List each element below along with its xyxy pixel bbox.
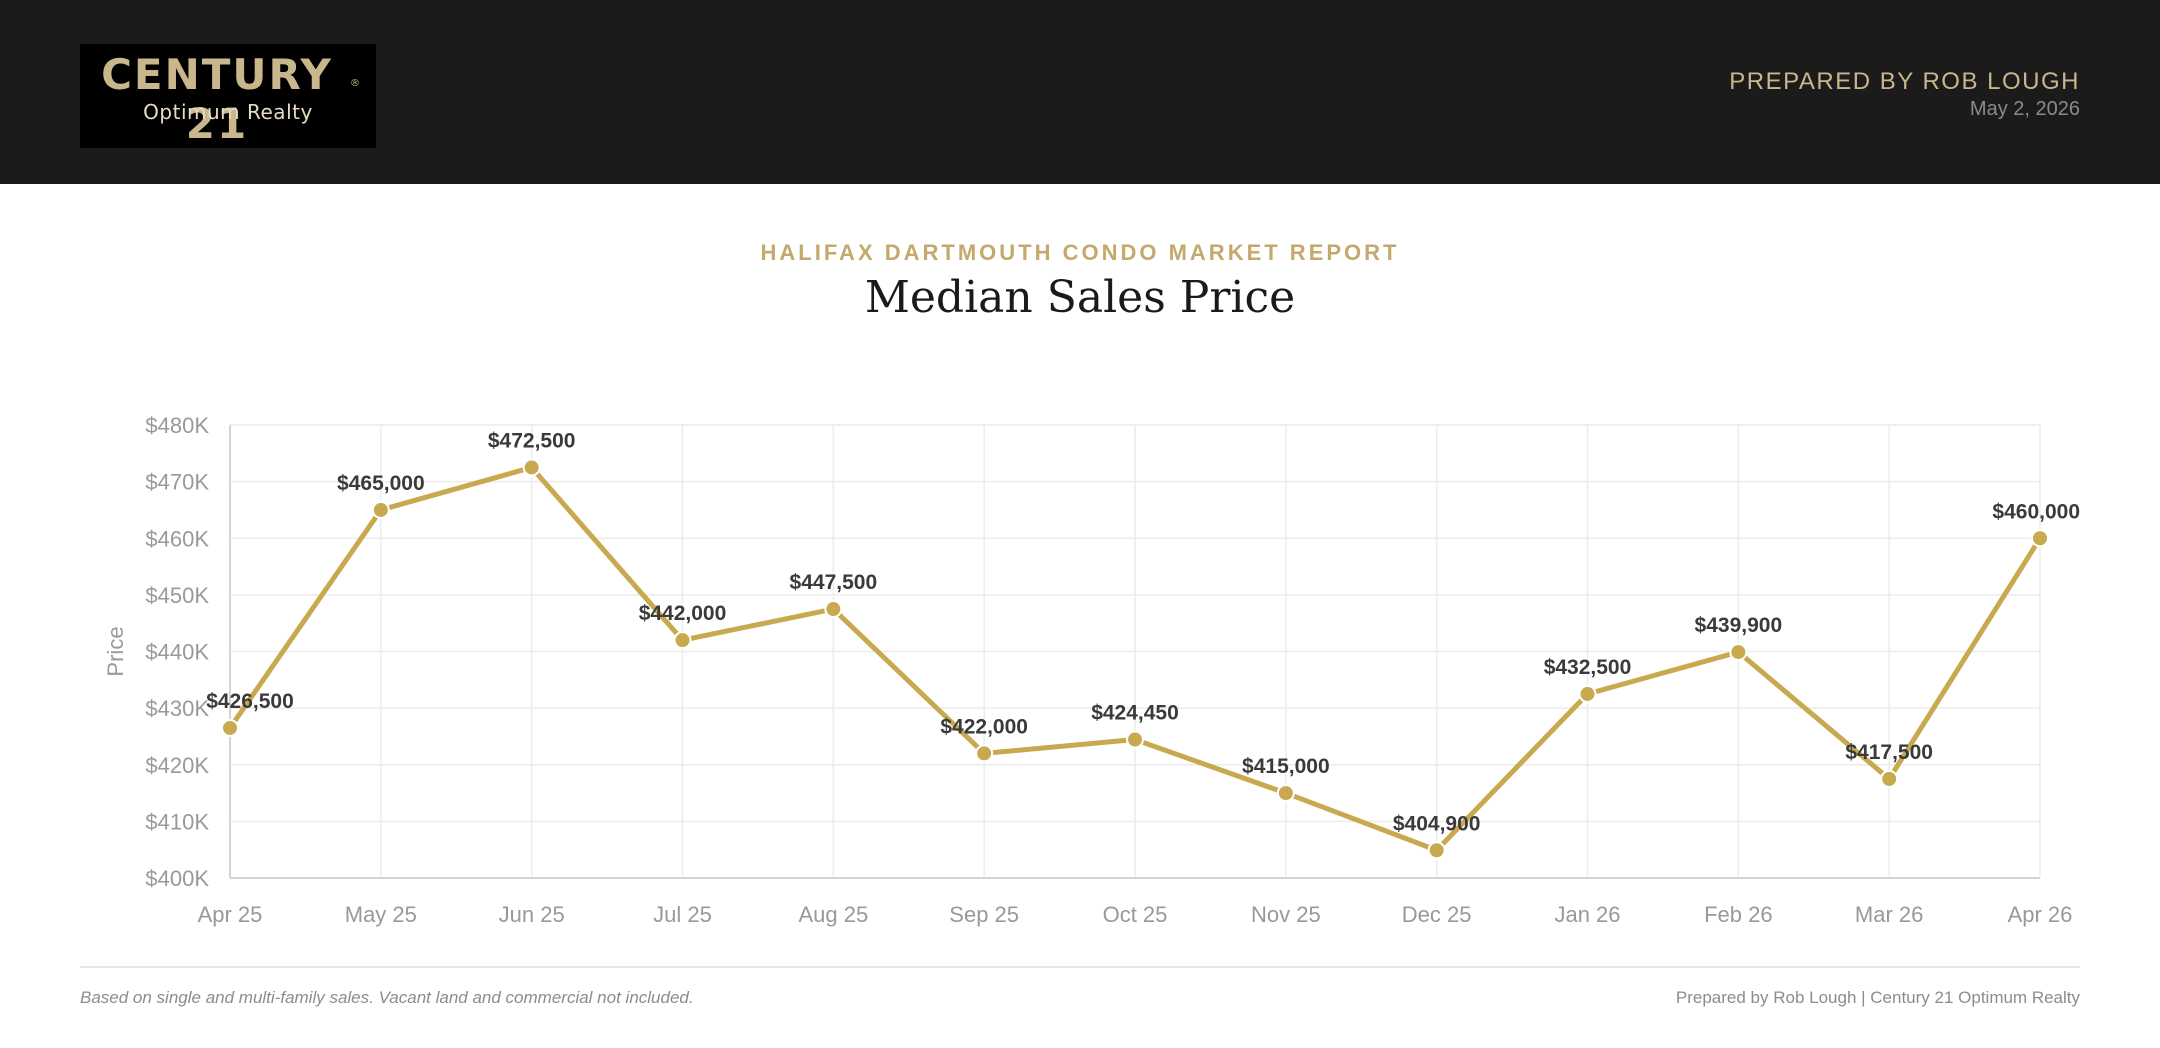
data-point <box>1427 841 1446 860</box>
data-label: $472,500 <box>488 429 576 452</box>
x-tick-label: May 25 <box>345 902 417 927</box>
data-label: $424,450 <box>1091 702 1179 725</box>
x-tick-label: Jan 26 <box>1554 902 1620 927</box>
logo-office-name: Optimum Realty <box>143 100 313 124</box>
x-tick-label: Sep 25 <box>949 902 1019 927</box>
y-tick-label: $460K <box>145 526 209 551</box>
footer-credit: Prepared by Rob Lough | Century 21 Optim… <box>1675 988 2080 1007</box>
data-point <box>522 458 541 477</box>
footer-divider <box>80 966 2080 968</box>
data-label: $422,000 <box>940 715 1028 738</box>
data-point <box>371 500 390 519</box>
x-tick-label: Apr 26 <box>2008 902 2073 927</box>
x-tick-label: Oct 25 <box>1103 902 1168 927</box>
data-label: $465,000 <box>337 472 425 495</box>
y-tick-label: $410K <box>145 809 209 834</box>
median-price-chart: $400K $410K $420K $430K $440K $450K $460K $470K… <box>103 413 2080 927</box>
report-subtitle: HALIFAX DARTMOUTH CONDO MARKET REPORT <box>760 240 1400 265</box>
logo-registered-mark: ® <box>350 78 360 89</box>
x-tick-label: Apr 25 <box>198 902 263 927</box>
y-axis-title: Price <box>103 626 128 676</box>
logo-wordmark: CENTURY 21 <box>101 50 333 148</box>
data-label: $432,500 <box>1544 656 1632 679</box>
data-point <box>2031 529 2049 548</box>
data-label: $404,900 <box>1393 812 1481 835</box>
data-point <box>1578 684 1597 703</box>
report-date: May 2, 2026 <box>1969 98 2080 120</box>
y-tick-label: $480K <box>145 413 209 438</box>
data-label: $460,000 <box>1992 500 2080 523</box>
report-header: CENTURY 21 ® Optimum Realty PREPARED BY … <box>0 0 2160 184</box>
x-tick-label: Dec 25 <box>1402 902 1472 927</box>
chart-axes: $400K $410K $420K $430K $440K $450K $460K $470K… <box>103 413 2072 927</box>
data-label: $439,900 <box>1695 614 1783 637</box>
footer-note: Based on single and multi-family sales. … <box>80 988 694 1007</box>
x-tick-label: Jul 25 <box>653 902 712 927</box>
chart-grid <box>229 424 2041 879</box>
data-point <box>1276 784 1295 803</box>
data-point <box>221 718 239 737</box>
x-tick-label: Aug 25 <box>798 902 868 927</box>
y-tick-label: $400K <box>145 866 209 891</box>
chart-title: Median Sales Price <box>864 272 1296 323</box>
prepared-by: PREPARED BY ROB LOUGH <box>1729 68 2080 95</box>
x-tick-label: Jun 25 <box>499 902 565 927</box>
data-point <box>975 744 994 763</box>
data-point <box>824 600 843 619</box>
data-label: $426,500 <box>206 690 294 713</box>
data-label: $417,500 <box>1845 741 1933 764</box>
x-tick-label: Nov 25 <box>1251 902 1321 927</box>
data-label: $415,000 <box>1242 755 1330 778</box>
data-label: $447,500 <box>790 571 878 594</box>
y-tick-label: $450K <box>145 583 209 608</box>
price-series <box>221 458 2049 860</box>
y-tick-label: $420K <box>145 753 209 778</box>
data-labels: $426,500 $465,000 $472,500 $442,000 $447,500… <box>206 429 2080 835</box>
data-point <box>1729 643 1748 662</box>
data-point <box>1126 730 1144 749</box>
x-tick-label: Feb 26 <box>1704 902 1773 927</box>
y-tick-label: $430K <box>145 696 209 721</box>
x-tick-label: Mar 26 <box>1855 902 1923 927</box>
century21-logo: CENTURY 21 ® Optimum Realty <box>80 44 376 148</box>
y-tick-label: $470K <box>145 470 209 495</box>
data-point <box>1880 769 1899 788</box>
y-tick-label: $440K <box>145 640 209 665</box>
data-point <box>673 631 692 650</box>
data-label: $442,000 <box>639 602 727 625</box>
